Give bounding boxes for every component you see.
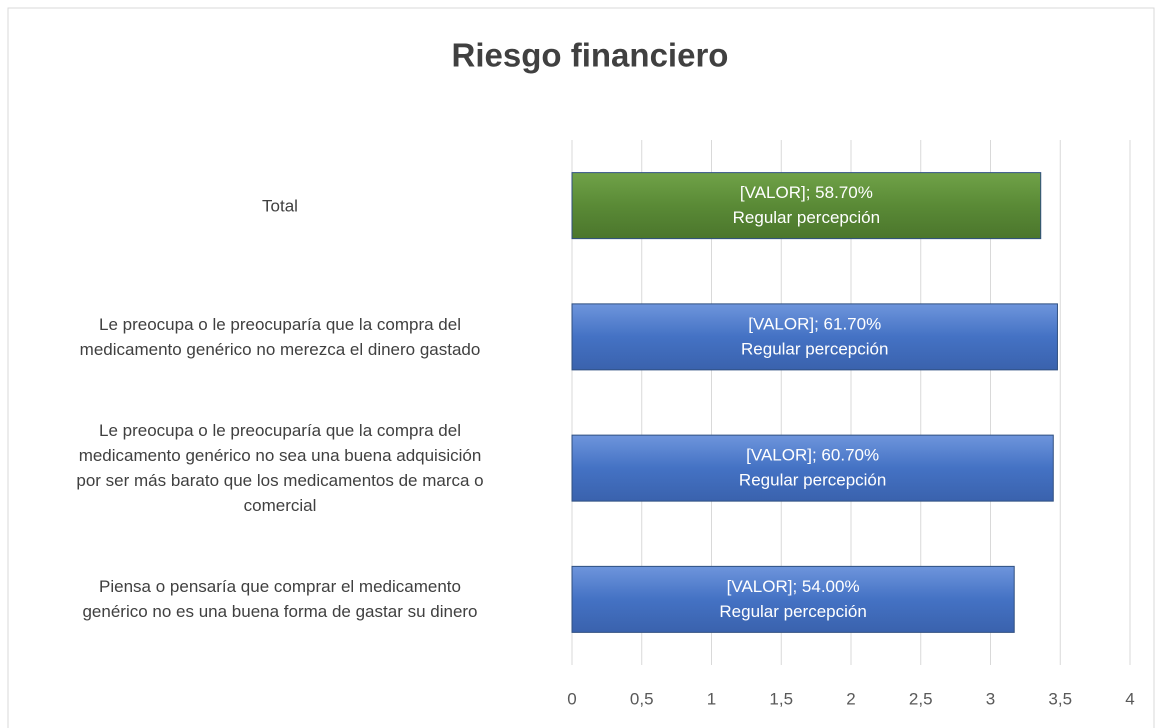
- bar-label: [VALOR]; 58.70%: [740, 183, 873, 202]
- bar-label: [VALOR]; 54.00%: [727, 577, 860, 596]
- category-label: Piensa o pensaría que comprar el medicam…: [82, 577, 478, 622]
- bar: [571, 303, 1058, 371]
- bar: [571, 434, 1054, 502]
- bar-sublabel: Regular percepción: [739, 471, 886, 490]
- x-tick-label: 3: [986, 689, 995, 708]
- category-label: Total: [262, 196, 298, 216]
- x-tick-label: 3,5: [1048, 689, 1072, 708]
- chart-title: Riesgo financiero: [452, 37, 729, 74]
- x-tick-label: 1,5: [769, 689, 793, 708]
- category-label: Le preocupa o le preocuparía que la comp…: [76, 421, 484, 516]
- x-tick-label: 4: [1125, 689, 1134, 708]
- bar-sublabel: Regular percepción: [719, 602, 866, 621]
- x-tick-label: 0,5: [630, 689, 654, 708]
- bar-label: [VALOR]; 61.70%: [748, 314, 881, 333]
- bar-sublabel: Regular percepción: [741, 339, 888, 358]
- x-tick-label: 1: [707, 689, 716, 708]
- bar-sublabel: Regular percepción: [733, 208, 880, 227]
- x-tick-label: 2,5: [909, 689, 933, 708]
- bar: [571, 565, 1015, 633]
- category-label: Le preocupa o le preocuparía que la comp…: [79, 314, 481, 359]
- bar-label: [VALOR]; 60.70%: [746, 446, 879, 465]
- x-tick-label: 2: [846, 689, 855, 708]
- x-tick-label: 0: [567, 689, 576, 708]
- bar: [571, 172, 1042, 240]
